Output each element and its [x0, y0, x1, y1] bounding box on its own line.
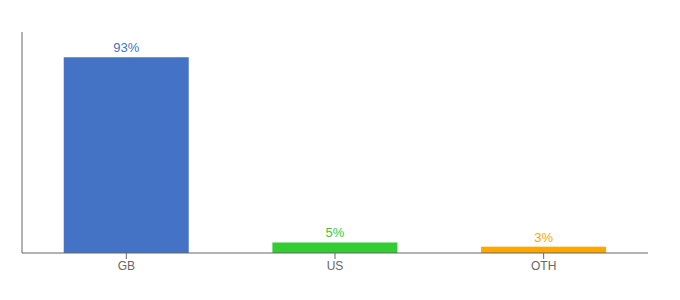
svg-text:OTH: OTH — [531, 259, 556, 273]
svg-text:5%: 5% — [326, 225, 345, 240]
svg-text:3%: 3% — [534, 230, 553, 245]
svg-text:US: US — [327, 259, 344, 273]
svg-text:GB: GB — [118, 259, 135, 273]
svg-text:93%: 93% — [113, 40, 139, 55]
